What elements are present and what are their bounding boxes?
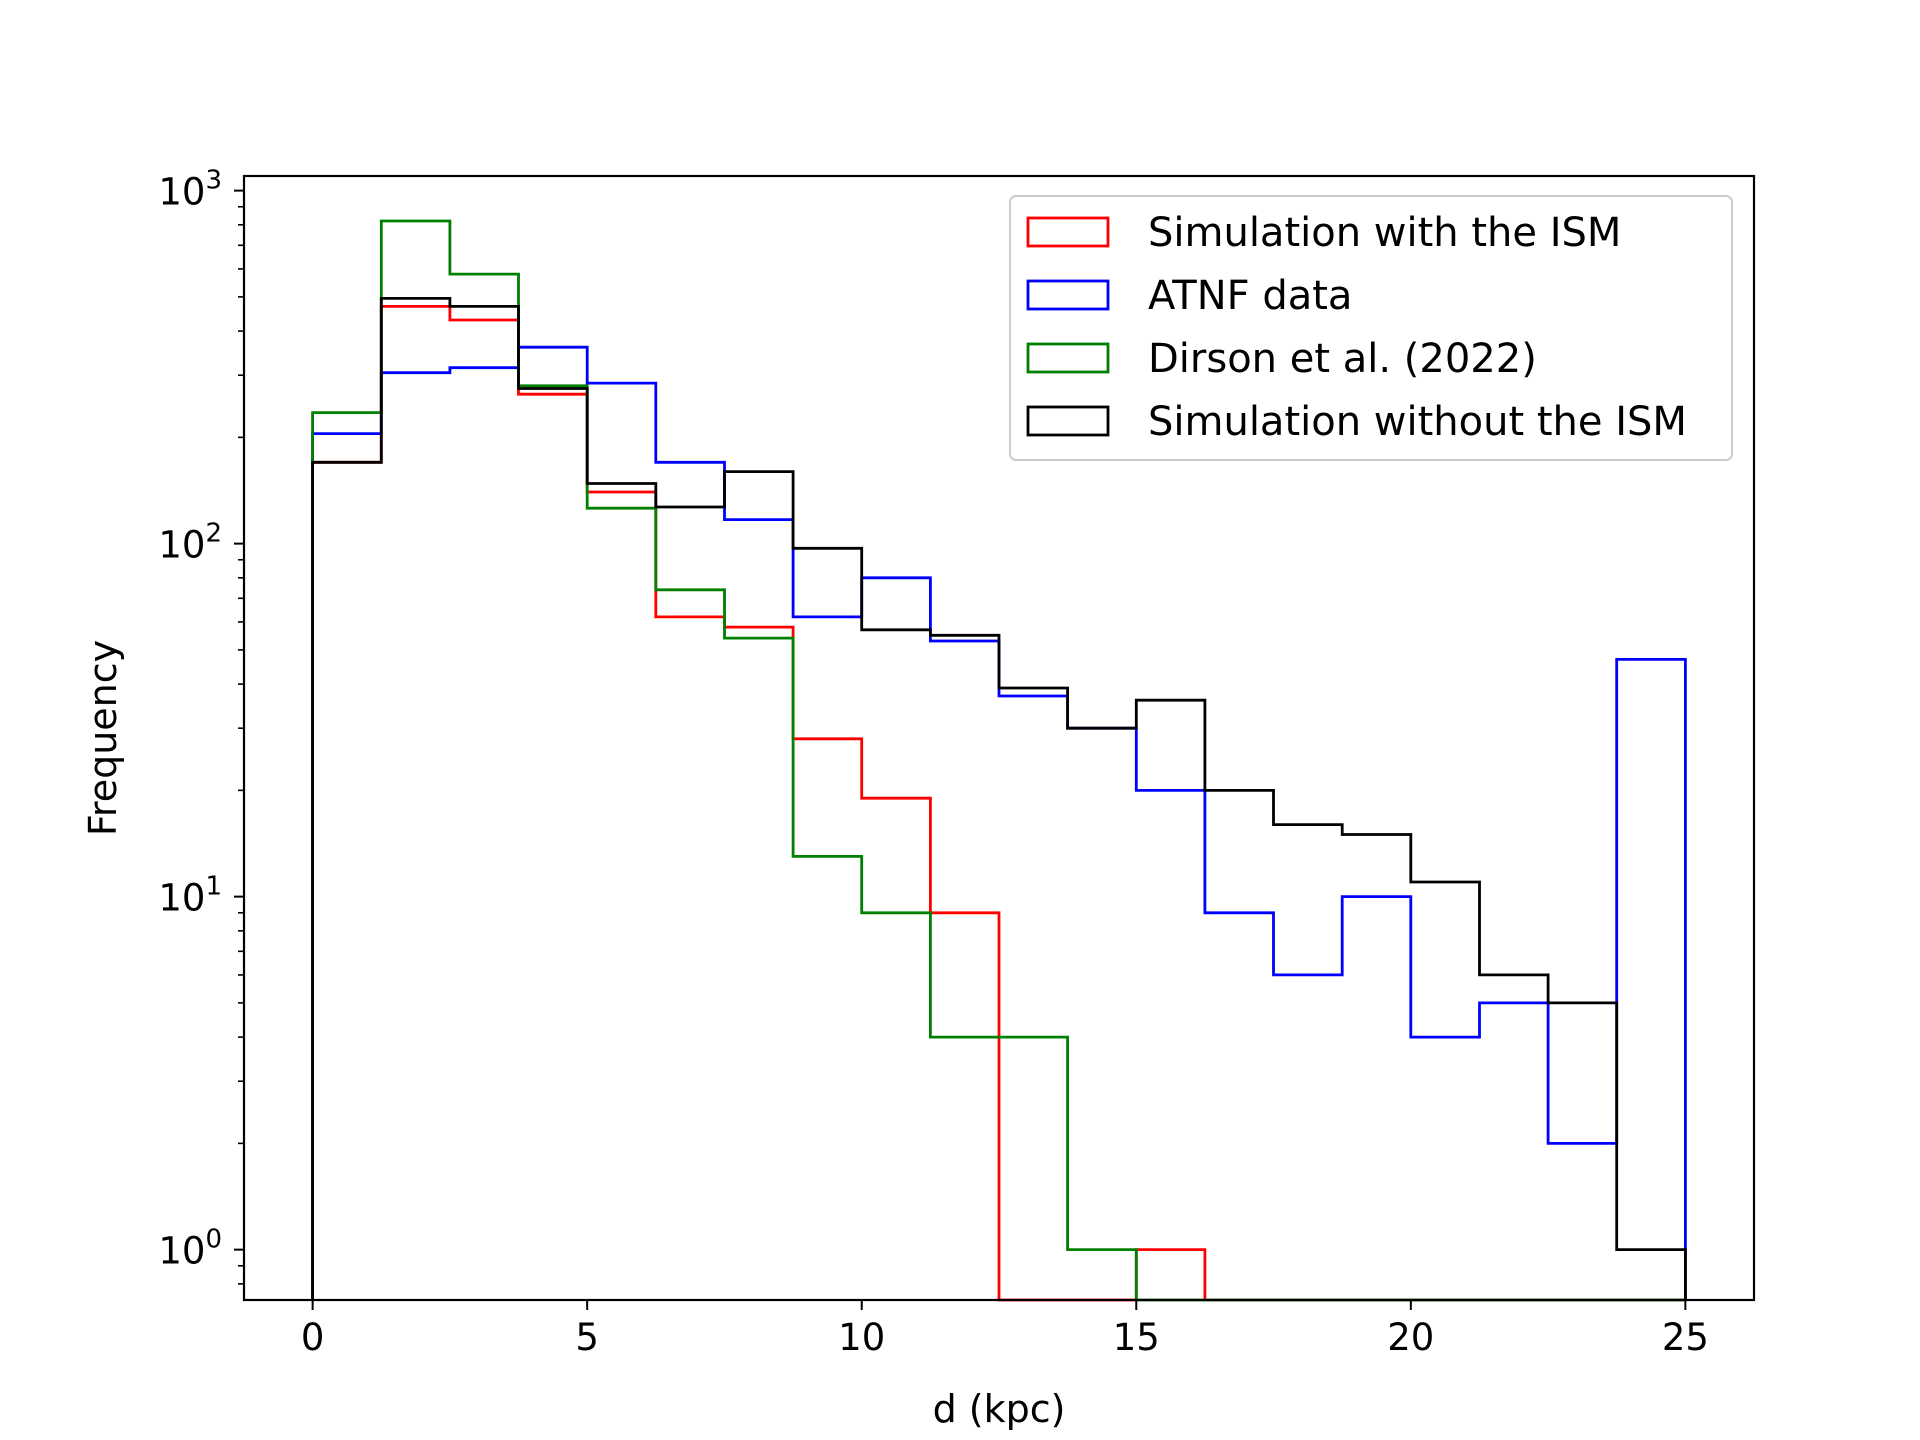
x-tick-label: 0 <box>301 1316 325 1359</box>
plot-area-frame <box>242 174 1756 1302</box>
x-tick-label: 15 <box>1113 1316 1160 1359</box>
legend-label: Simulation without the ISM <box>1148 399 1687 445</box>
x-tick-label: 25 <box>1662 1316 1709 1359</box>
legend-label: ATNF data <box>1148 273 1352 319</box>
x-tick-label: 5 <box>575 1316 599 1359</box>
x-tick-label: 10 <box>838 1316 885 1359</box>
legend-swatch <box>1026 405 1110 437</box>
series-4-steps <box>311 297 1687 1300</box>
y-tick-label: 103 <box>158 166 222 214</box>
legend-box <box>1009 195 1733 461</box>
legend-label: Simulation with the ISM <box>1148 210 1621 256</box>
y-tick-label: 101 <box>158 872 222 920</box>
y-axis-label: Frequency <box>81 640 125 836</box>
y-tick-label: 102 <box>158 519 222 567</box>
x-axis-label: d (kpc) <box>933 1387 1066 1431</box>
legend-label: Dirson et al. (2022) <box>1148 336 1537 382</box>
x-tick-label: 20 <box>1387 1316 1434 1359</box>
y-axis-ticks: 100 101 102 103 <box>158 166 244 1285</box>
legend-swatch <box>1026 342 1110 374</box>
legend: Simulation with the ISM ATNF data Dirson e… <box>1009 195 1733 461</box>
legend-swatch <box>1026 279 1110 311</box>
x-axis-ticks: 0 5 10 15 20 25 <box>301 1300 1709 1359</box>
legend-swatch <box>1026 216 1110 248</box>
y-tick-label: 100 <box>158 1225 222 1273</box>
